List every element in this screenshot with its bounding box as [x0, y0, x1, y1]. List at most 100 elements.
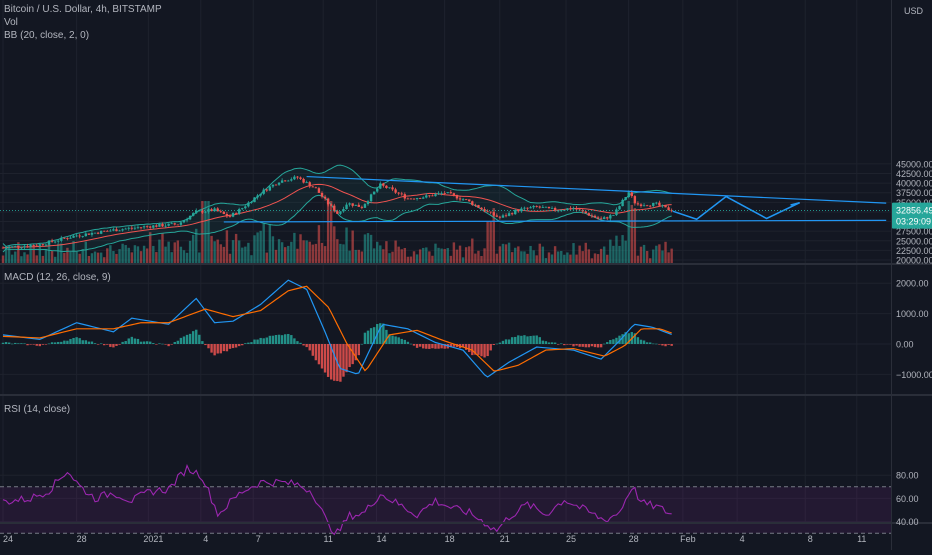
drawing-layer[interactable]: [223, 175, 887, 223]
candle: [247, 202, 250, 207]
symbol-title[interactable]: Bitcoin / U.S. Dollar, 4h, BITSTAMP: [4, 4, 162, 15]
macd-histogram-bar: [173, 342, 176, 344]
candle: [250, 202, 253, 203]
volume-bar: [388, 253, 391, 263]
candle: [618, 206, 621, 210]
x-tick-label: 18: [445, 534, 455, 544]
macd-histogram-bar: [219, 344, 222, 354]
rsi-label[interactable]: RSI (14, close): [4, 404, 71, 415]
volume-bar: [563, 254, 566, 263]
volume-bar: [118, 249, 121, 263]
volume-bar: [437, 247, 440, 263]
candle: [17, 246, 20, 248]
macd-histogram-bar: [93, 343, 97, 344]
volume-bar: [544, 258, 548, 263]
price-axis[interactable]: 20000.0022500.0025000.0027500.0030000.00…: [0, 6, 932, 527]
candle: [63, 237, 66, 239]
macd-histogram-bar: [400, 338, 403, 344]
time-axis[interactable]: 24 28 2021 4 7 11 14 18 21 25 28 Feb 4 8 11: [3, 534, 866, 544]
volume-bar: [612, 245, 615, 263]
volume-bar: [664, 241, 667, 263]
macd-histogram-bar: [118, 344, 121, 345]
volume-bar: [339, 243, 342, 263]
candle: [520, 208, 523, 212]
y-tick-label: 42500.00: [896, 169, 932, 179]
macd-histogram-bar: [323, 344, 327, 373]
macd-histogram-bar: [639, 339, 643, 344]
rsi-legend: RSI (14, close): [4, 403, 70, 416]
macd-histogram-bar: [103, 344, 106, 346]
projection-path: [672, 195, 801, 221]
volume-label[interactable]: Vol: [4, 17, 18, 28]
macd-histogram-bar: [566, 344, 569, 345]
volume-bar: [379, 245, 382, 263]
volume-bar: [63, 252, 66, 263]
macd-histogram-bar: [149, 341, 152, 344]
volume-bar: [556, 251, 560, 263]
macd-histogram-bar: [428, 344, 431, 349]
macd-histogram-bar: [440, 344, 443, 349]
bollinger-basis: [2, 183, 672, 249]
macd-histogram-bar: [4, 342, 8, 344]
volume-bar: [609, 239, 612, 263]
candle: [136, 227, 140, 229]
macd-histogram-bar: [351, 344, 354, 365]
candle: [667, 207, 670, 211]
volume-bar: [38, 246, 42, 263]
candle: [1, 247, 5, 249]
volume-bar: [228, 253, 232, 263]
candle: [575, 208, 578, 210]
candle: [23, 246, 26, 248]
volume-bar: [477, 250, 480, 263]
candle: [271, 184, 275, 187]
volume-bar: [489, 221, 492, 263]
candle: [372, 191, 376, 195]
bollinger-label[interactable]: BB (20, close, 2, 0): [4, 30, 90, 41]
volume-bar: [179, 246, 183, 263]
candle: [333, 205, 336, 212]
volume-bar: [541, 246, 545, 263]
macd-histogram-bar: [661, 344, 664, 346]
candle: [311, 186, 314, 188]
volume-bar: [53, 256, 57, 263]
volume-bar: [139, 251, 143, 263]
macd-histogram-bar: [541, 340, 545, 344]
volume-bar: [333, 226, 336, 263]
candle: [305, 182, 308, 183]
candle: [661, 205, 664, 207]
volume-bar: [32, 245, 35, 263]
main-legend: Bitcoin / U.S. Dollar, 4h, BITSTAMP Vol …: [4, 3, 162, 42]
volume-bar: [566, 252, 569, 263]
candle: [572, 208, 575, 210]
macd-histogram-bar: [222, 344, 226, 352]
macd-histogram-bar: [152, 343, 155, 344]
candle: [360, 206, 364, 208]
candle: [615, 209, 618, 216]
candle: [486, 211, 489, 213]
volume-bar: [283, 247, 287, 263]
candle: [185, 219, 189, 221]
candle: [636, 203, 640, 205]
candle: [308, 182, 311, 187]
volume-bar: [127, 247, 130, 263]
volume-bar: [510, 252, 514, 263]
macd-histogram-bar: [652, 343, 655, 345]
x-tick-label: 21: [500, 534, 510, 544]
macd-label[interactable]: MACD (12, 26, close, 9): [4, 272, 111, 283]
candle: [283, 180, 287, 182]
volume-bar: [106, 248, 109, 263]
volume-bar: [602, 246, 606, 263]
volume-bar: [578, 245, 581, 263]
candle: [403, 194, 407, 199]
x-tick-label: Feb: [680, 534, 696, 544]
y-tick-label: 80.00: [896, 471, 919, 481]
volume-bar: [480, 255, 483, 263]
candle: [587, 213, 591, 216]
bollinger-upper: [2, 164, 672, 248]
volume-bar: [624, 240, 627, 263]
volume-bar: [391, 251, 394, 263]
volume-bar: [403, 247, 407, 263]
macd-histogram-bar: [66, 340, 69, 344]
macd-histogram-bar: [115, 344, 118, 346]
